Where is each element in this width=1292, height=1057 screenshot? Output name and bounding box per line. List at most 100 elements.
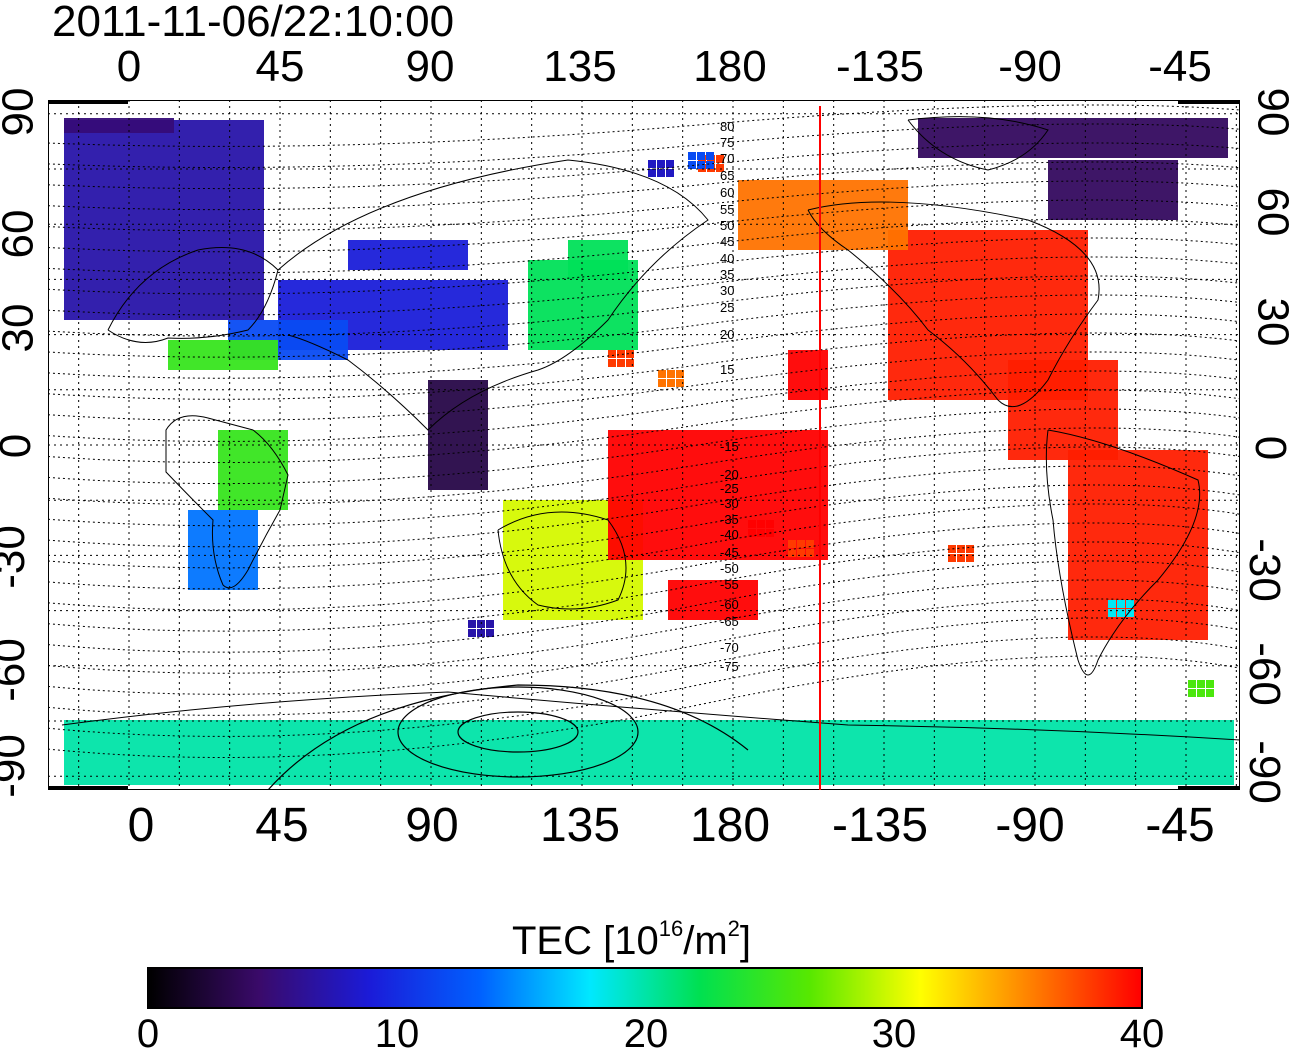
pole-contour-outer — [267, 684, 749, 790]
colorbar-title-exponent2: 2 — [727, 916, 740, 941]
contour-label: -50 — [720, 561, 739, 576]
contour-label: 55 — [720, 202, 734, 217]
contour-label: -20 — [720, 467, 739, 482]
contour-label: -15 — [720, 439, 739, 454]
tec-pixel — [666, 169, 674, 177]
tec-pixel — [966, 554, 974, 562]
lon-tick-top: -135 — [835, 42, 925, 91]
tec-pixel — [757, 520, 765, 528]
tec-pixel — [486, 620, 494, 628]
contour-label: 15 — [720, 362, 734, 377]
colorbar-tick: 10 — [374, 1012, 420, 1056]
tec-region-russia-north — [64, 118, 174, 133]
tec-pixel — [697, 161, 705, 169]
tec-pixel — [716, 164, 724, 172]
tec-pixel — [617, 350, 625, 358]
magnetic-latitude-contour — [48, 275, 1240, 337]
lat-tick-right: -30 — [1239, 538, 1289, 602]
edge-tick-bar — [1178, 100, 1240, 104]
geomagnetic-contours — [48, 104, 1240, 758]
tec-pixel — [797, 549, 805, 557]
tec-region-north-america — [1008, 360, 1118, 460]
colorbar-title: TEC [1016/m2] — [512, 905, 751, 965]
tec-pixel — [948, 554, 956, 562]
tec-pixel — [1197, 689, 1205, 697]
colorbar-title-unit: /m — [683, 919, 728, 963]
graticule — [48, 100, 1240, 790]
lon-tick-top: 0 — [116, 42, 142, 91]
magnetic-latitude-contour — [48, 313, 1240, 379]
contour-label: 25 — [720, 300, 734, 315]
lat-tick-right: -60 — [1239, 642, 1289, 706]
contour-label: 20 — [720, 327, 734, 342]
tec-pixel — [748, 529, 756, 537]
tec-pixel — [1188, 680, 1196, 688]
tec-pixel — [806, 549, 814, 557]
contour-label: 80 — [720, 119, 734, 134]
contour-label: -60 — [720, 597, 739, 612]
tec-pixel — [806, 540, 814, 548]
colorbar — [147, 967, 1143, 1009]
tec-pixel — [1126, 600, 1134, 608]
lat-tick-left: -60 — [0, 638, 34, 702]
tec-pixel — [1117, 600, 1125, 608]
tec-pixel — [608, 350, 616, 358]
tec-pixel — [716, 155, 724, 163]
magnetic-latitude-contour — [48, 180, 1240, 232]
colorbar-tick: 0 — [136, 1012, 160, 1056]
lat-tick-left: 60 — [0, 209, 43, 259]
magnetic-latitude-contour — [48, 294, 1240, 358]
lat-tick-right: 90 — [1248, 87, 1292, 137]
tec-pixel — [688, 152, 696, 160]
tec-pixel — [648, 169, 656, 177]
lon-tick-top: 90 — [405, 42, 455, 91]
tec-region-africa-north — [168, 340, 278, 370]
coast-asia — [277, 159, 709, 431]
colorbar-title-prefix: TEC [10 — [512, 919, 659, 963]
tec-pixel — [468, 629, 476, 637]
contour-label: 40 — [720, 251, 734, 266]
tec-pixel — [1108, 609, 1116, 617]
magnetic-latitude-contour — [48, 351, 1240, 421]
tec-region-pacific-south — [668, 580, 758, 620]
tec-pixel — [1188, 689, 1196, 697]
tec-pixel — [626, 350, 634, 358]
coast-europe — [107, 247, 279, 343]
magnetic-latitude-contour — [48, 522, 1240, 611]
coast-north-america — [807, 201, 1100, 408]
lon-tick-bottom: 135 — [539, 799, 621, 852]
coast-south-america — [1045, 429, 1201, 676]
colorbar-tick: 40 — [1119, 1012, 1165, 1056]
tec-pixel — [748, 520, 756, 528]
tec-region-africa-north — [218, 430, 288, 510]
lon-tick-bottom: -135 — [831, 799, 929, 852]
magnetic-latitude-contour — [48, 237, 1240, 295]
contour-label: -45 — [720, 545, 739, 560]
tec-pixel — [657, 160, 665, 168]
magnetic-latitude-contour — [48, 123, 1240, 168]
lon-tick-top: -90 — [998, 42, 1062, 91]
lon-tick-bottom: -45 — [1145, 799, 1215, 852]
pole-contour-mid — [397, 686, 639, 778]
contour-label: -75 — [720, 659, 739, 674]
tec-pixel — [706, 152, 714, 160]
coast-australia — [497, 511, 627, 610]
lat-tick-right: 30 — [1248, 297, 1292, 347]
tec-pixel — [1206, 689, 1214, 697]
lat-tick-right: -90 — [1239, 740, 1289, 804]
contour-label: 60 — [720, 185, 734, 200]
tec-pixel — [688, 161, 696, 169]
magnetic-latitude-contour — [48, 161, 1240, 211]
geomagnetic-pole-contours — [267, 684, 749, 790]
magnetic-latitude-contour — [48, 427, 1240, 506]
contour-label: -35 — [720, 512, 739, 527]
tec-pixel — [1197, 680, 1205, 688]
contour-label: 65 — [720, 168, 734, 183]
tec-region-central-asia — [348, 240, 468, 270]
magnetic-latitude-contour — [48, 142, 1240, 190]
tec-pixel — [468, 620, 476, 628]
lon-tick-bottom: 90 — [405, 799, 459, 852]
colorbar-title-exponent: 16 — [658, 916, 684, 941]
magnetic-latitude-contour — [48, 408, 1240, 485]
